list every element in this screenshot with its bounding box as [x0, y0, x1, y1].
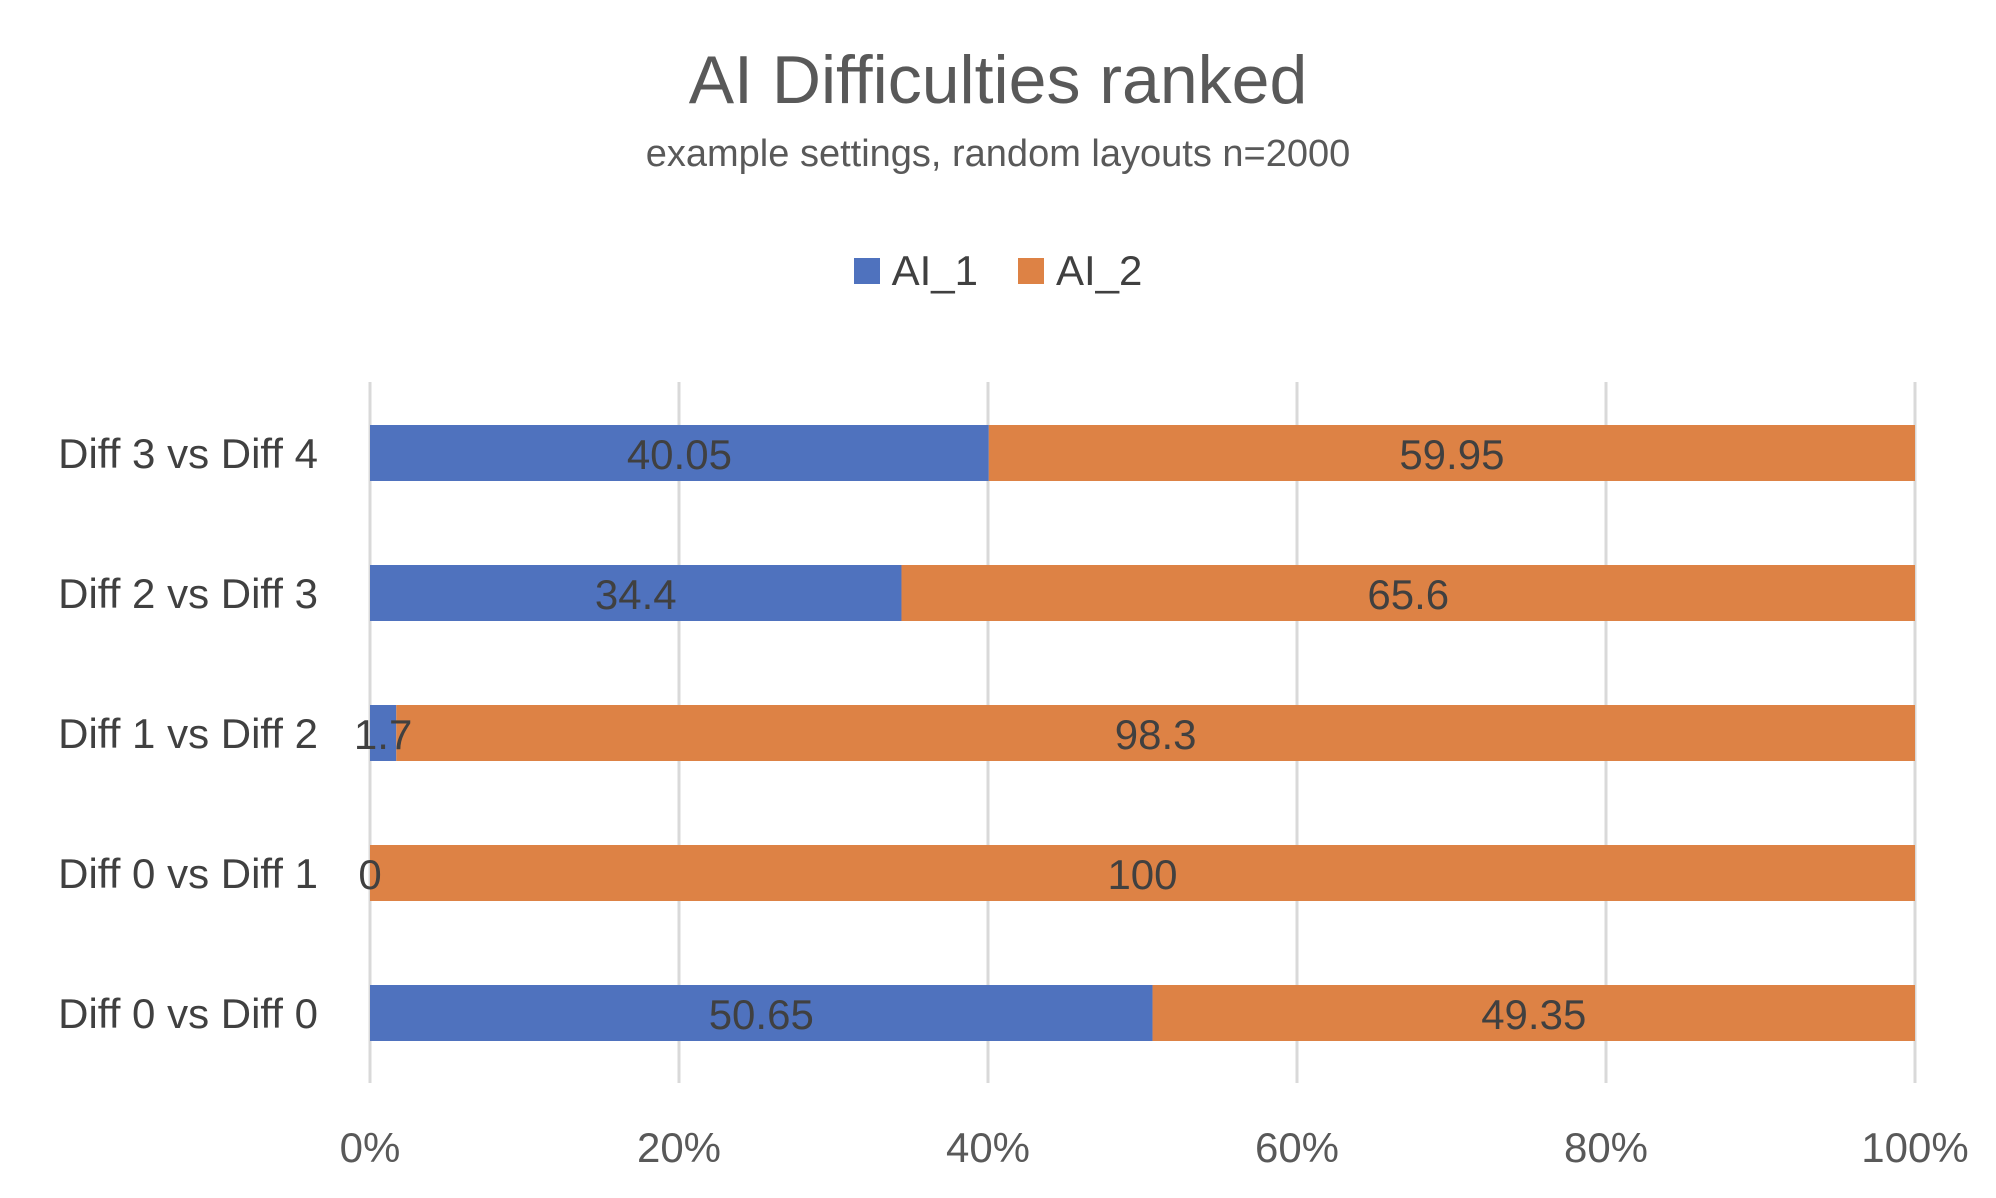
legend-item-ai-2: AI_2 — [1018, 245, 1142, 297]
data-labels: 40.05 59.95 34.4 65.6 1.7 98.3 0 100 50.65 49.35 — [354, 431, 1586, 1038]
x-tick-label: 40% — [946, 1124, 1030, 1171]
category-label: Diff 3 vs Diff 4 — [58, 430, 318, 477]
data-label: 100 — [1107, 851, 1177, 898]
legend-swatch-ai-2 — [1018, 258, 1044, 284]
category-label: Diff 0 vs Diff 0 — [58, 990, 318, 1037]
bar-ai-2 — [1152, 985, 1915, 1041]
data-label: 65.6 — [1367, 571, 1449, 618]
x-tick-label: 20% — [637, 1124, 721, 1171]
legend-swatch-ai-1 — [853, 258, 880, 284]
data-label: 1.7 — [354, 711, 412, 758]
bar-ai-2 — [988, 425, 1915, 481]
category-label: Diff 1 vs Diff 2 — [58, 710, 318, 757]
legend-item-ai-1: AI_1 — [853, 245, 978, 297]
x-tick-labels: 0% 20% 40% 60% 80% 100% — [340, 1124, 1969, 1171]
data-label: 59.95 — [1399, 431, 1504, 478]
category-label: Diff 2 vs Diff 3 — [58, 570, 318, 617]
bars — [370, 425, 1915, 1041]
bar-ai-1 — [370, 565, 902, 621]
data-label: 34.4 — [595, 571, 677, 618]
category-labels: Diff 3 vs Diff 4 Diff 2 vs Diff 3 Diff 1 v… — [58, 430, 318, 1037]
bar-ai-1 — [370, 425, 989, 481]
bar-ai-2 — [396, 705, 1915, 761]
x-tick-label: 0% — [340, 1124, 401, 1171]
bar-ai-1 — [370, 985, 1153, 1041]
bar-ai-1 — [370, 705, 397, 761]
data-label: 98.3 — [1115, 711, 1197, 758]
category-label: Diff 0 vs Diff 1 — [58, 850, 318, 897]
x-tick-label: 100% — [1861, 1124, 1968, 1171]
data-label: 49.35 — [1481, 991, 1586, 1038]
bar-ai-2 — [370, 845, 1915, 901]
data-label: 40.05 — [627, 431, 732, 478]
data-label: 0 — [358, 851, 381, 898]
chart-title: AI Difficulties ranked — [688, 42, 1308, 118]
legend-label-ai-1: AI_1 — [891, 247, 978, 294]
chart-subtitle: example settings, random layouts n=2000 — [645, 133, 1351, 175]
x-tick-label: 80% — [1564, 1124, 1648, 1171]
legend: AI_1 AI_2 — [0, 245, 1996, 297]
x-tick-label: 60% — [1255, 1124, 1339, 1171]
data-label: 50.65 — [709, 991, 814, 1038]
bar-ai-2 — [901, 565, 1915, 621]
legend-label-ai-2: AI_2 — [1056, 247, 1143, 294]
